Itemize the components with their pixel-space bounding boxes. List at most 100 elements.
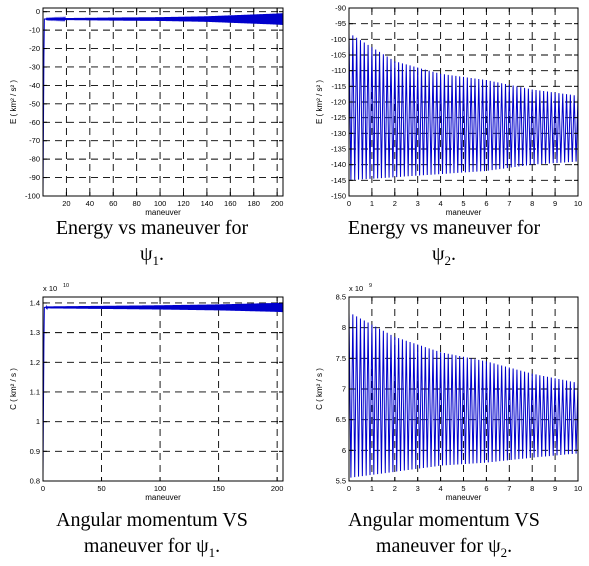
data-series-line — [42, 302, 284, 476]
x-tick-label: 150 — [212, 484, 225, 493]
x-tick-label: 0 — [347, 484, 351, 493]
y-tick-label: 0.8 — [30, 477, 40, 486]
caption-4: Angular momentum VS maneuver for ψ2. — [304, 507, 584, 566]
y-tick-label: 8 — [342, 323, 346, 332]
caption-1-line1: Energy vs maneuver for — [55, 217, 249, 239]
x-tick-label: 2 — [393, 199, 397, 208]
x-tick-label: 7 — [507, 199, 511, 208]
chart-panel-3: 0 50 100 150 200 0.8 0.9 1 1.1 1.2 1.3 1.4 maneuver C… — [9, 283, 284, 502]
caption-3-line2-text: maneuver for — [83, 535, 197, 557]
caption-2-end: . — [451, 243, 457, 265]
psi-subscript: 1 — [208, 545, 216, 560]
psi-symbol: ψ — [488, 535, 501, 557]
y-tick-label: 0.9 — [30, 447, 40, 456]
x-tick-label: 100 — [154, 484, 167, 493]
data-series-line — [42, 13, 284, 197]
y-axis-label: E ( km² / s² ) — [9, 80, 18, 124]
y-axis-label: C ( km² / s ) — [9, 368, 18, 410]
x-tick-label: 8 — [530, 199, 534, 208]
y-tick-label: -115 — [332, 82, 346, 91]
caption-4-line2: maneuver for ψ2. — [304, 533, 584, 566]
chart-panel-4: 0 1 2 3 4 5 6 7 8 9 10 5.5 6 6.5 7 7.5 8 8.5 maneuver C ( k… — [315, 283, 582, 502]
y-tick-label: -60 — [29, 118, 40, 127]
y-tick-label: -100 — [331, 35, 346, 44]
x-tick-label: 50 — [97, 484, 105, 493]
psi-subscript: 2 — [444, 253, 452, 268]
y-tick-label: 1 — [36, 417, 40, 426]
psi-symbol: ψ — [196, 535, 209, 557]
y-tick-label: 5.5 — [336, 477, 346, 486]
caption-3: Angular momentum VS maneuver for ψ1. — [12, 507, 292, 566]
y-tick-label: -130 — [331, 129, 346, 138]
caption-4-line1: Angular momentum VS — [348, 509, 540, 531]
y-tick-label: -110 — [332, 66, 346, 75]
x-tick-label: 200 — [271, 199, 284, 208]
x-tick-label: 200 — [271, 484, 284, 493]
y-tick-label: -125 — [331, 113, 346, 122]
y-tick-label: 1.3 — [30, 328, 40, 337]
y-tick-label: -10 — [29, 26, 40, 35]
y-tick-label: -30 — [29, 62, 40, 71]
data-series-line — [348, 312, 579, 478]
x-tick-label: 8 — [530, 484, 534, 493]
y-tick-label: -40 — [29, 81, 40, 90]
y-tick-label: 1.1 — [30, 387, 40, 396]
y-tick-label: -105 — [331, 51, 346, 60]
y-tick-label: 6 — [342, 446, 346, 455]
y-tick-label: 0 — [36, 7, 40, 16]
y-tick-label: -80 — [29, 155, 40, 164]
caption-3-line1: Angular momentum VS — [56, 509, 248, 531]
caption-1-end: . — [159, 243, 165, 265]
x-tick-label: 4 — [439, 484, 443, 493]
y-axis-label: C ( km² / s ) — [315, 368, 324, 410]
y-tick-label: 6.5 — [336, 415, 346, 424]
x-axis-label: maneuver — [145, 493, 181, 502]
y-tick-label: -135 — [331, 145, 346, 154]
x-tick-label: 40 — [86, 199, 94, 208]
x-tick-label: 4 — [439, 199, 443, 208]
y-tick-label: -100 — [25, 192, 40, 201]
x-tick-label: 7 — [507, 484, 511, 493]
axes-frame — [42, 7, 284, 197]
x-tick-label: 160 — [224, 199, 237, 208]
x-tick-label: 1 — [370, 484, 374, 493]
plot-area — [43, 8, 283, 196]
x-tick-label: 10 — [574, 484, 582, 493]
plot-area — [43, 297, 283, 481]
x-tick-label: 100 — [154, 199, 167, 208]
y-tick-label: 1.2 — [30, 358, 40, 367]
y-tick-label: -95 — [335, 19, 346, 28]
psi-subscript: 1 — [152, 253, 160, 268]
x-tick-label: 9 — [553, 199, 557, 208]
x-tick-label: 140 — [201, 199, 214, 208]
y-tick-label: -90 — [29, 173, 40, 182]
caption-4-end: . — [507, 535, 513, 557]
y-exponent-label: x 10 — [349, 284, 363, 293]
psi-symbol: ψ — [139, 243, 153, 265]
y-axis-label: E ( km² / s² ) — [315, 80, 324, 124]
caption-4-line2-text: maneuver for — [375, 535, 489, 557]
y-tick-label: -140 — [331, 160, 346, 169]
x-tick-label: 10 — [574, 199, 582, 208]
x-tick-label: 2 — [393, 484, 397, 493]
y-tick-label: -120 — [331, 98, 346, 107]
y-tick-label: 8.5 — [336, 293, 346, 302]
x-tick-label: 3 — [416, 199, 420, 208]
y-tick-label: -90 — [335, 4, 346, 13]
x-tick-label: 9 — [553, 484, 557, 493]
x-tick-label: 3 — [416, 484, 420, 493]
y-tick-label: -70 — [29, 136, 40, 145]
caption-2-symbol-line: ψ2. — [304, 241, 584, 274]
caption-1: Energy vs maneuver for ψ1. — [12, 215, 292, 274]
x-tick-label: 80 — [132, 199, 140, 208]
x-tick-label: 60 — [109, 199, 117, 208]
y-tick-label: -50 — [29, 99, 40, 108]
x-tick-label: 180 — [247, 199, 260, 208]
y-exponent-label: x 10 — [43, 284, 57, 293]
y-tick-label: -150 — [331, 192, 346, 201]
x-tick-label: 0 — [41, 484, 45, 493]
x-tick-label: 0 — [347, 199, 351, 208]
x-axis-label: maneuver — [145, 208, 181, 217]
y-tick-label: 1.4 — [30, 298, 40, 307]
